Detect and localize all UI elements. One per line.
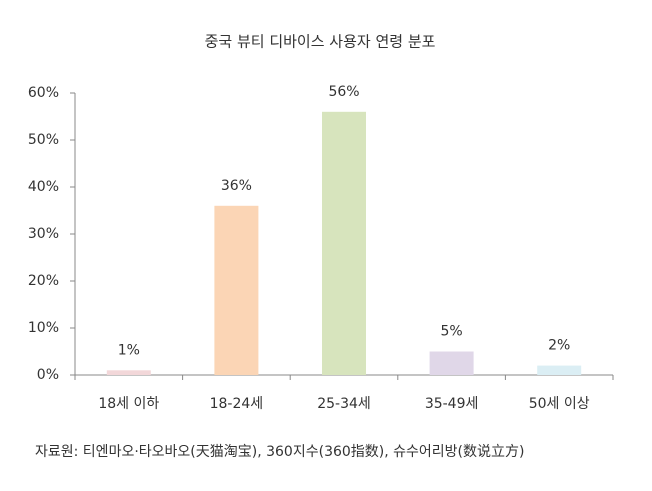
bar (429, 351, 474, 375)
y-tick-label: 40% (28, 179, 59, 195)
y-tick-label: 0% (37, 367, 59, 383)
x-tick-label: 18-24세 (210, 396, 264, 412)
data-label: 56% (328, 84, 359, 100)
x-tick-label: 50세 이상 (529, 396, 590, 412)
bar (537, 365, 582, 375)
data-label: 5% (440, 324, 462, 340)
bar (322, 111, 366, 376)
y-tick-label: 20% (28, 273, 59, 289)
y-tick-label: 10% (28, 320, 59, 336)
bar (214, 205, 259, 375)
y-tick-label: 30% (28, 226, 59, 242)
y-tick-label: 60% (28, 85, 59, 101)
data-label: 2% (548, 338, 570, 354)
y-tick-label: 50% (28, 132, 59, 148)
x-tick-label: 25-34세 (317, 396, 371, 412)
x-tick-label: 18세 이하 (98, 396, 159, 412)
source-note: 자료원: 티엔마오·타오바오(天猫淘宝), 360지수(360指数), 슈수어리… (35, 444, 524, 460)
x-tick-label: 35-49세 (425, 396, 479, 412)
data-label: 36% (221, 178, 252, 194)
bar (106, 370, 151, 375)
data-label: 1% (118, 342, 140, 358)
chart-title: 중국 뷰티 디바이스 사용자 연령 분포 (205, 33, 436, 51)
